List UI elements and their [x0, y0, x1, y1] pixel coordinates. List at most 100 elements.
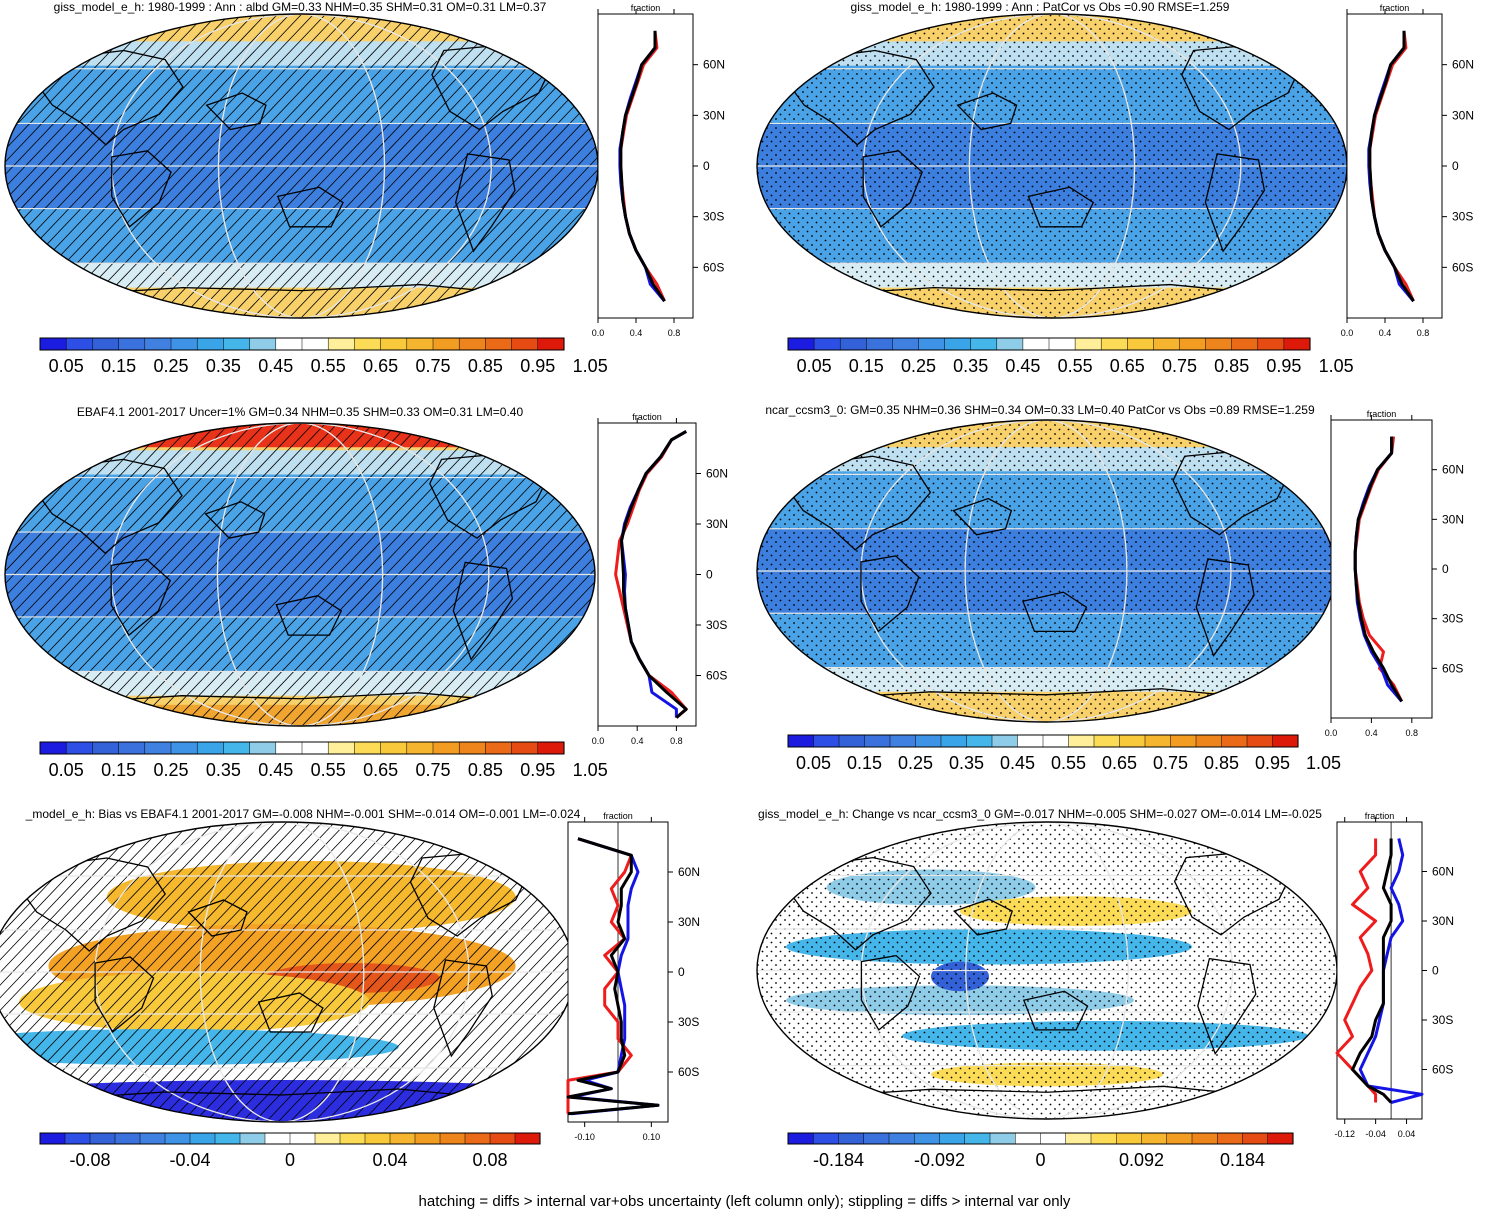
- colorbar-cell: [537, 741, 565, 755]
- colorbar-cell: [1272, 734, 1299, 748]
- profile-title: fraction: [1367, 409, 1397, 419]
- profile-xtick-label: -0.12: [1334, 1129, 1355, 1139]
- colorbar-cell: [1074, 337, 1102, 351]
- colorbar-cell: [196, 741, 224, 755]
- colorbar-label: 0.55: [1058, 356, 1093, 376]
- zonal-profile: fraction -0.12 -0.04 0.04 60N 30N 0 30S 60S: [1334, 811, 1454, 1139]
- profile-ytick-label: 30N: [706, 517, 728, 531]
- profile-xtick-label: 0.10: [643, 1132, 661, 1142]
- profile-series-red: [566, 837, 633, 1114]
- map-field: [757, 420, 1335, 722]
- colorbar-cell: [1257, 337, 1285, 351]
- colorbar-cell: [1119, 734, 1146, 748]
- colorbar-cell: [289, 1132, 316, 1145]
- colorbar-cell: [1246, 734, 1274, 748]
- colorbar-cell: [866, 337, 893, 351]
- colorbar-cell: [189, 1132, 216, 1145]
- colorbar-cell: [314, 1132, 341, 1145]
- colorbar-cell: [339, 1132, 366, 1145]
- colorbar-cell: [380, 741, 408, 755]
- colorbar-cell: [1242, 1132, 1269, 1145]
- continent-outline: [1195, 558, 1255, 657]
- antarctic-outline: [839, 283, 1265, 295]
- colorbar-cell: [839, 337, 867, 351]
- colorbar-cell: [406, 337, 434, 351]
- colorbar-cell: [327, 337, 355, 351]
- continent-outline: [1022, 591, 1088, 633]
- profile-ytick-label: 60S: [1452, 260, 1473, 274]
- colorbar-label: 1.05: [573, 760, 608, 780]
- colorbar-label: 0.75: [1153, 753, 1188, 773]
- colorbar-cell: [838, 734, 866, 748]
- colorbar-cell: [813, 734, 840, 748]
- colorbar-cell: [996, 337, 1024, 351]
- colorbar-label: 0.45: [258, 760, 293, 780]
- profile-ytick-label: 30N: [1442, 512, 1464, 526]
- profile-series-black: [620, 430, 688, 719]
- profile-xtick-label: 0.8: [1417, 328, 1430, 338]
- map-anomaly: [0, 1080, 574, 1122]
- continent-outline: [110, 558, 171, 637]
- colorbar-cell: [1267, 1132, 1294, 1145]
- colorbar-cell: [1017, 734, 1044, 748]
- colorbar-cell: [1195, 734, 1223, 748]
- map-field: [757, 821, 1337, 1119]
- continent-outline: [18, 857, 167, 952]
- map-panel: [756, 13, 1348, 319]
- colorbar-frame: [39, 337, 565, 351]
- map-field: [5, 14, 598, 319]
- colorbar-label: 0.85: [468, 760, 503, 780]
- profile-ytick-label: 0: [706, 568, 713, 582]
- colorbar-label: 0.08: [472, 1150, 507, 1170]
- colorbar-cell: [1090, 1132, 1117, 1145]
- colorbar-label: 1.05: [1319, 356, 1354, 376]
- zonal-profile: fraction 0.0 0.4 0.8 60N 30N 0 30S 60S: [592, 3, 725, 338]
- profile-frame: [597, 422, 697, 727]
- colorbar-cell: [787, 1132, 814, 1145]
- zonal-profile: fraction -0.10 0.10 60N 30N 0 30S 60S: [566, 811, 700, 1142]
- colorbar-label: 0.65: [363, 760, 398, 780]
- colorbar-cell: [249, 337, 277, 351]
- hatch-line: [0, 423, 2, 726]
- colorbar-cell: [864, 734, 891, 748]
- profile-ytick-label: 60N: [706, 467, 728, 481]
- colorbar-cell: [439, 1132, 466, 1145]
- panel-title: _model_e_h: Bias vs EBAF4.1 2001-2017 GM…: [25, 807, 581, 821]
- hatch-line: [5, 14, 135, 319]
- continent-outline: [455, 153, 516, 253]
- colorbar-label: 0.75: [1162, 356, 1197, 376]
- profile-xtick-label: 0.0: [1325, 728, 1338, 738]
- colorbar-cell: [514, 1132, 541, 1145]
- profile-ytick-label: 30S: [706, 618, 727, 632]
- profile-ytick-label: 30N: [1432, 914, 1454, 928]
- zonal-profile: fraction 0.0 0.4 0.8 60N 30N 0 30S 60S: [1341, 3, 1474, 338]
- profile-ytick-label: 30S: [703, 210, 724, 224]
- colorbar-cell: [223, 337, 251, 351]
- colorbar-cell: [39, 337, 67, 351]
- profile-xtick-label: 0.8: [670, 736, 683, 746]
- map-field: [757, 14, 1347, 318]
- colorbar-label: -0.08: [69, 1150, 110, 1170]
- colorbar-label: 0.25: [153, 356, 188, 376]
- colorbar: 0.05 0.15 0.25 0.35 0.45 0.55 0.65 0.75 0.85 0.95…: [39, 741, 608, 780]
- colorbar-cell: [170, 337, 198, 351]
- continent-outline: [204, 501, 266, 539]
- colorbar-cell: [964, 1132, 991, 1145]
- colorbar-cell: [65, 741, 93, 755]
- colorbar-cell: [144, 337, 172, 351]
- profile-ytick-label: 30N: [1452, 108, 1474, 122]
- colorbar-cell: [1116, 1132, 1143, 1145]
- colorbar-cell: [1283, 337, 1311, 351]
- profile-series-black: [1351, 838, 1393, 1104]
- profile-xtick-label: 0.0: [592, 328, 605, 338]
- footnote: hatching = diffs > internal var+obs unce…: [418, 1193, 1071, 1210]
- continent-outline: [862, 150, 923, 228]
- map-anomaly: [0, 1029, 399, 1065]
- colorbar-cell: [264, 1132, 291, 1145]
- colorbar-label: -0.04: [169, 1150, 210, 1170]
- continent-outline: [784, 455, 932, 551]
- colorbar-cell: [1144, 734, 1172, 748]
- colorbar-cell: [914, 1132, 941, 1145]
- colorbar-cell: [464, 1132, 491, 1145]
